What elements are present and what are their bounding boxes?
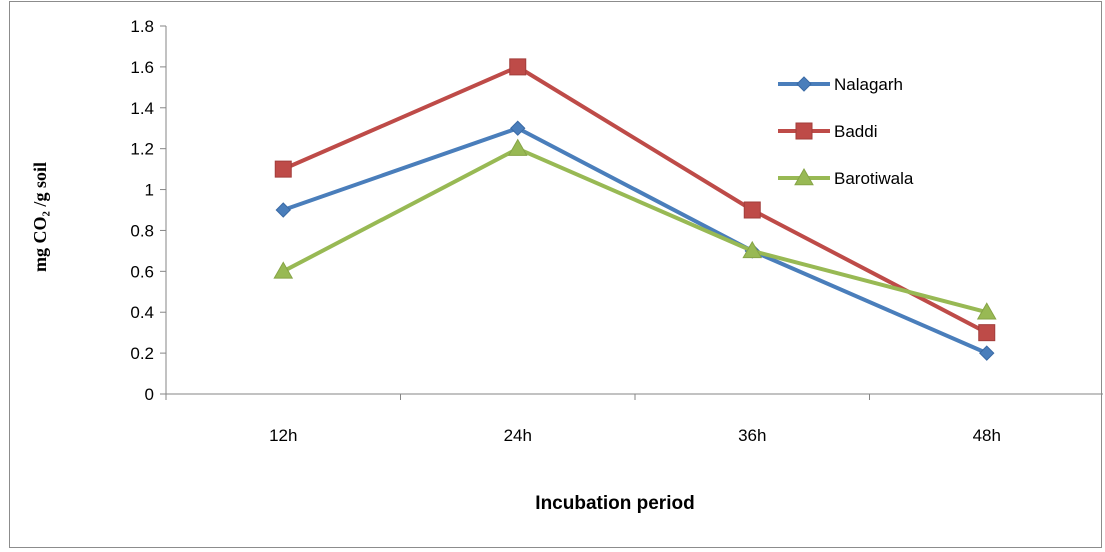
y-tick-label: 0.8	[130, 221, 154, 240]
y-tick-label: 1.4	[130, 99, 154, 118]
data-point	[978, 324, 996, 342]
data-point	[743, 201, 761, 219]
legend-marker	[794, 167, 814, 186]
x-tick-label: 48h	[973, 426, 1001, 445]
y-tick-label: 0.4	[130, 303, 154, 322]
data-point	[979, 345, 995, 361]
y-axis: 0 0.2 0.4 0.6 0.8 1 1.2 1.4 1.6 1.8	[130, 17, 167, 404]
data-point	[510, 120, 526, 136]
y-tick-label: 1	[145, 181, 154, 200]
legend-label: Nalagarh	[834, 75, 903, 94]
legend: Nalagarh Baddi Barotiwala	[778, 75, 914, 188]
legend-item: Barotiwala	[778, 167, 914, 188]
data-point	[507, 138, 528, 156]
y-tick-label: 0.2	[130, 344, 154, 363]
series-line	[281, 146, 989, 315]
y-tick-label: 0	[145, 385, 154, 404]
series-layer	[273, 58, 997, 361]
legend-marker	[796, 76, 812, 92]
x-tick-label: 24h	[504, 426, 532, 445]
legend-item: Nalagarh	[778, 75, 903, 94]
data-point	[275, 202, 291, 218]
y-tick-label: 0.6	[130, 262, 154, 281]
data-point	[742, 240, 763, 259]
data-point	[976, 302, 997, 320]
legend-label: Baddi	[834, 122, 877, 141]
y-tick-label: 1.2	[130, 140, 154, 159]
x-tick-label: 12h	[269, 426, 297, 445]
legend-label: Barotiwala	[834, 169, 914, 188]
y-axis-title: mg CO₂ /g soil	[30, 162, 50, 272]
x-axis-title: Incubation period	[535, 493, 694, 514]
y-tick-label: 1.6	[130, 58, 154, 77]
legend-item: Baddi	[778, 122, 877, 141]
x-tick-label: 36h	[738, 426, 766, 445]
y-tick-label: 1.8	[130, 17, 154, 36]
series-line	[281, 126, 989, 356]
chart-area: 0 0.2 0.4 0.6 0.8 1 1.2 1.4 1.6 1.8 12h 24h 36h 48h …	[9, 1, 1103, 548]
series-nalagarh	[275, 120, 995, 361]
series-barotiwala	[273, 138, 997, 320]
data-point	[274, 160, 292, 178]
data-point	[273, 261, 294, 279]
series-line	[281, 64, 989, 335]
line-chart: 00.20.40.60.811.21.41.61.8 12h 24h 36h 48h …	[30, 17, 1103, 514]
x-axis: 12h 24h 36h 48h	[165, 393, 1103, 445]
data-point	[509, 58, 527, 76]
series-baddi	[274, 58, 996, 342]
legend-marker	[795, 122, 813, 140]
